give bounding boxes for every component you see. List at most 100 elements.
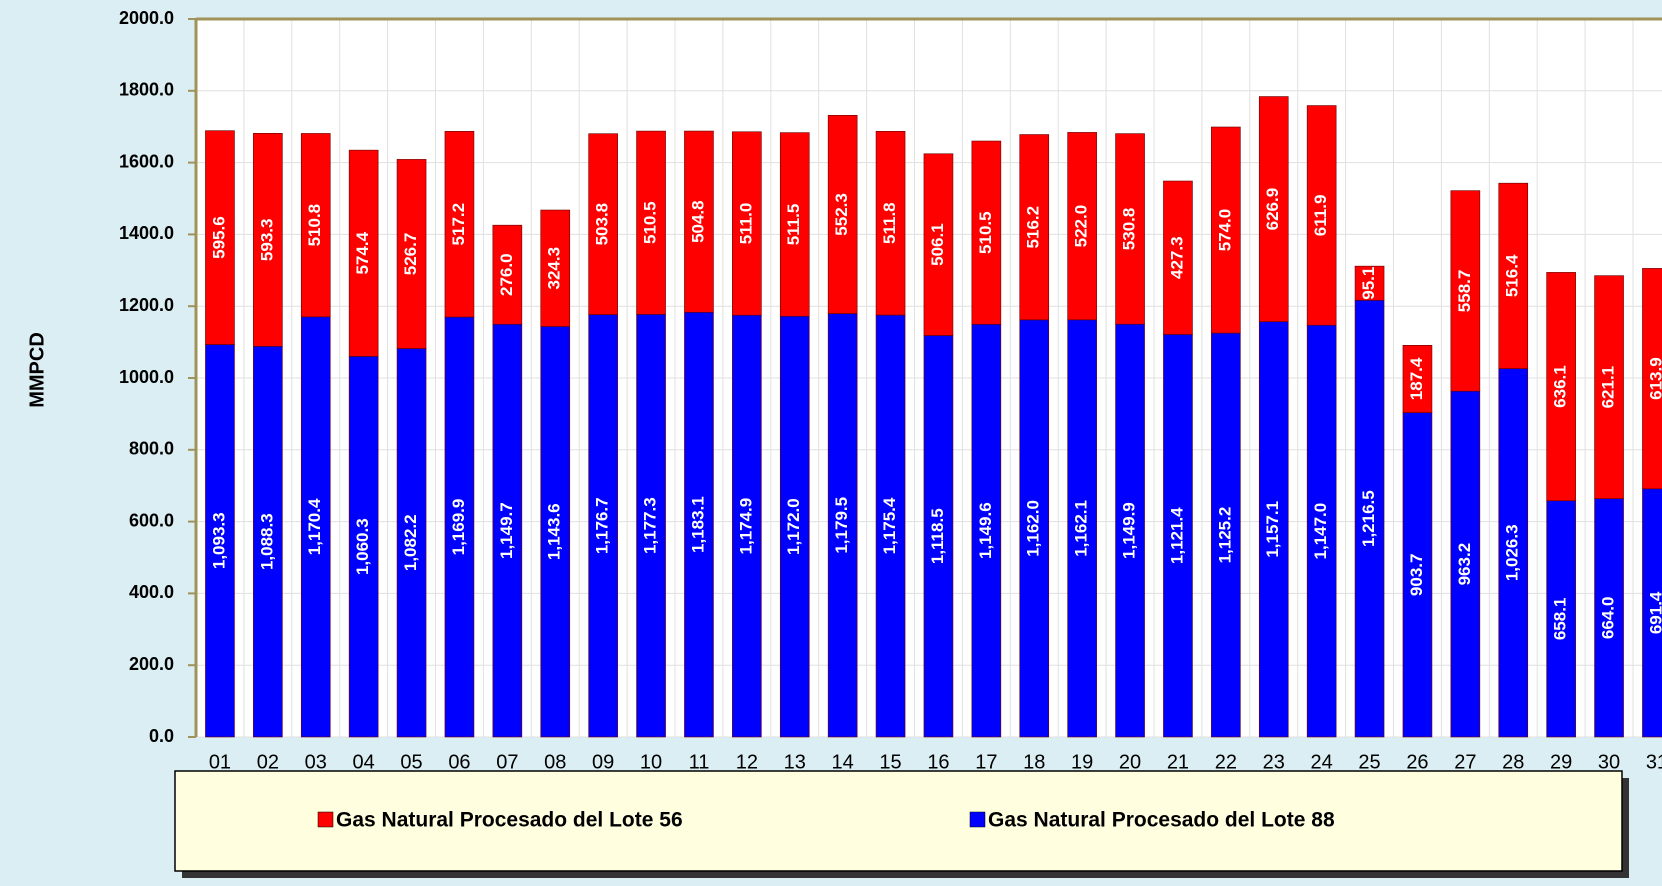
value-label: 1,176.7 — [593, 497, 612, 554]
y-tick-label: 1000.0 — [119, 367, 174, 387]
y-tick-label: 400.0 — [129, 582, 174, 602]
legend-swatch — [969, 811, 986, 828]
value-label: 511.5 — [784, 204, 803, 246]
value-label: 621.1 — [1599, 366, 1618, 409]
value-label: 658.1 — [1551, 598, 1570, 641]
value-label: 1,088.3 — [257, 513, 276, 570]
bar-segment — [732, 314, 762, 738]
x-tick-label: 14 — [832, 751, 854, 773]
bar-segment — [540, 209, 571, 327]
value-label: 1,149.7 — [497, 502, 516, 559]
bar-segment — [1594, 275, 1624, 499]
value-label: 516.2 — [1024, 206, 1043, 249]
x-tick-label: 12 — [736, 751, 758, 773]
x-tick-label: 21 — [1167, 751, 1189, 773]
x-tick-label: 07 — [496, 751, 518, 773]
bar-segment — [205, 130, 235, 345]
value-label: 1,172.0 — [784, 498, 803, 555]
bar-segment — [636, 314, 666, 738]
y-tick-label: 2000.0 — [119, 8, 174, 28]
value-label: 427.3 — [1167, 236, 1186, 279]
value-label: 1,175.4 — [880, 497, 899, 554]
value-label: 574.0 — [1215, 209, 1234, 252]
value-label: 552.3 — [832, 193, 851, 236]
bar-segment — [300, 316, 331, 738]
x-tick-label: 02 — [257, 751, 279, 773]
bar-segment — [300, 133, 331, 318]
value-label: 613.9 — [1646, 357, 1662, 400]
bar-segment — [492, 323, 523, 738]
value-label: 516.4 — [1503, 254, 1522, 297]
bar-segment — [827, 313, 858, 738]
x-tick-label: 27 — [1454, 751, 1476, 773]
bar-segment — [684, 311, 714, 738]
bar-segment — [875, 314, 906, 738]
bar-segment — [1498, 368, 1529, 738]
bar-segment — [1211, 126, 1241, 334]
bar-segment — [205, 344, 235, 738]
value-label: 903.7 — [1407, 554, 1426, 597]
x-tick-label: 11 — [689, 751, 710, 773]
bar-segment — [588, 133, 618, 315]
value-label: 611.9 — [1311, 195, 1330, 237]
x-tick-label: 17 — [975, 751, 997, 773]
bar-segment — [1546, 500, 1576, 738]
x-tick-label: 08 — [544, 751, 566, 773]
bar-segment — [1067, 132, 1097, 321]
legend-label: Gas Natural Procesado del Lote 88 — [988, 809, 1335, 832]
legend — [174, 770, 1623, 872]
bar-segment — [779, 132, 810, 317]
x-tick-label: 29 — [1550, 751, 1572, 773]
bar-segment — [1306, 324, 1337, 738]
value-label: 636.1 — [1551, 365, 1570, 408]
bar-segment — [1163, 334, 1193, 738]
bar-segment — [1115, 133, 1145, 325]
value-label: 276.0 — [497, 253, 516, 296]
bar-segment — [1642, 268, 1662, 490]
bar-segment — [1546, 272, 1576, 502]
x-tick-label: 06 — [448, 751, 470, 773]
x-tick-label: 15 — [879, 751, 901, 773]
x-tick-label: 05 — [400, 751, 422, 773]
value-label: 187.4 — [1407, 357, 1426, 400]
x-tick-label: 18 — [1023, 751, 1045, 773]
bar-segment — [1402, 412, 1433, 738]
value-label: 1,183.1 — [688, 496, 707, 553]
value-label: 506.1 — [928, 223, 947, 266]
value-label: 511.8 — [880, 202, 899, 244]
bar-segment — [684, 130, 714, 313]
bar-segment — [1450, 190, 1481, 392]
bar-segment — [1594, 498, 1624, 738]
x-tick-label: 31 — [1646, 751, 1662, 773]
bar-segment — [779, 315, 810, 738]
bar-segment — [1163, 180, 1193, 335]
bar-segment — [923, 153, 954, 336]
x-tick-label: 24 — [1311, 751, 1333, 773]
value-label: 504.8 — [688, 200, 707, 243]
bar-segment — [971, 140, 1002, 325]
y-tick-label: 0.0 — [149, 726, 174, 746]
bar-segment — [1258, 321, 1289, 738]
x-tick-label: 01 — [209, 751, 231, 773]
bar-segment — [348, 356, 379, 738]
value-label: 1,082.2 — [401, 514, 420, 571]
value-label: 1,149.9 — [1120, 502, 1139, 559]
value-label: 963.2 — [1455, 543, 1474, 586]
value-label: 510.5 — [976, 211, 995, 254]
bar-segment — [827, 114, 858, 314]
x-tick-label: 25 — [1358, 751, 1380, 773]
bar-segment — [1498, 182, 1529, 369]
value-label: 1,170.4 — [305, 498, 324, 555]
x-tick-label: 22 — [1215, 751, 1237, 773]
value-label: 1,157.1 — [1263, 501, 1282, 558]
y-tick-label: 1400.0 — [119, 223, 174, 243]
value-label: 595.6 — [209, 216, 228, 259]
bar-segment — [732, 131, 762, 316]
y-axis-label: MMPCD — [26, 332, 48, 408]
legend-swatch — [317, 811, 334, 828]
bar-segment — [253, 346, 283, 738]
bar-segment — [1306, 105, 1337, 326]
bar-segment — [588, 314, 618, 738]
bar-segment — [1258, 96, 1289, 322]
